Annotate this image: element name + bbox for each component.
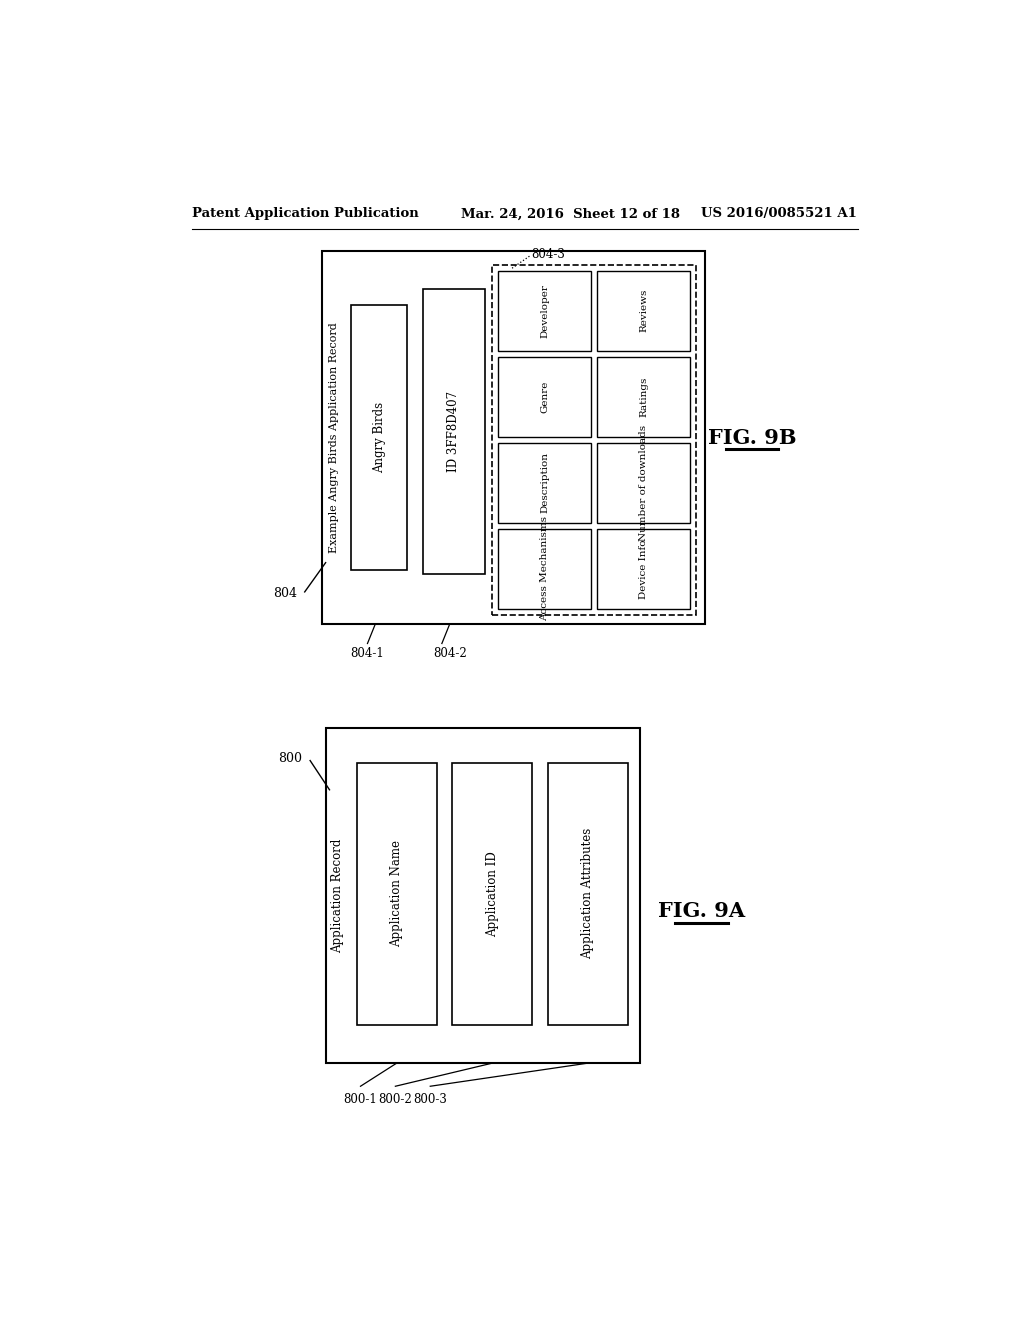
- Bar: [499, 444, 591, 523]
- Bar: [493, 264, 696, 615]
- Text: 804-3: 804-3: [531, 248, 565, 261]
- Text: Mar. 24, 2016  Sheet 12 of 18: Mar. 24, 2016 Sheet 12 of 18: [461, 207, 680, 220]
- Bar: [597, 271, 690, 351]
- Text: ID 3FF8D407: ID 3FF8D407: [447, 391, 460, 473]
- Text: Application ID: Application ID: [485, 851, 499, 937]
- Text: Angry Birds: Angry Birds: [373, 403, 386, 473]
- Bar: [326, 729, 640, 1063]
- Text: FIG. 9B: FIG. 9B: [708, 428, 796, 447]
- Text: Application Record: Application Record: [332, 838, 344, 953]
- Text: Access Mechanisms: Access Mechanisms: [541, 516, 549, 622]
- Bar: [322, 251, 706, 624]
- Text: Patent Application Publication: Patent Application Publication: [191, 207, 418, 220]
- Bar: [351, 305, 407, 570]
- Bar: [597, 356, 690, 437]
- Bar: [499, 356, 591, 437]
- Text: 800-3: 800-3: [414, 1093, 447, 1106]
- Text: 804-2: 804-2: [433, 647, 467, 660]
- Bar: [499, 529, 591, 609]
- Bar: [597, 529, 690, 609]
- Text: 804-1: 804-1: [350, 647, 384, 660]
- Text: Ratings: Ratings: [639, 376, 648, 417]
- Text: Genre: Genre: [541, 380, 549, 413]
- Text: Application Name: Application Name: [390, 841, 403, 948]
- Text: 800-2: 800-2: [379, 1093, 413, 1106]
- Text: Developer: Developer: [541, 284, 549, 338]
- Text: US 2016/0085521 A1: US 2016/0085521 A1: [700, 207, 856, 220]
- Bar: [548, 763, 628, 1024]
- Bar: [597, 444, 690, 523]
- Text: Application Attributes: Application Attributes: [582, 828, 594, 960]
- Bar: [356, 763, 436, 1024]
- Text: Device Info: Device Info: [639, 539, 648, 599]
- Text: FIG. 9A: FIG. 9A: [658, 902, 745, 921]
- Text: 804: 804: [273, 587, 297, 601]
- Text: Example Angry Birds Application Record: Example Angry Birds Application Record: [329, 322, 339, 553]
- Text: 800: 800: [279, 752, 302, 766]
- Bar: [499, 271, 591, 351]
- Text: Description: Description: [541, 453, 549, 513]
- Text: Reviews: Reviews: [639, 289, 648, 333]
- Bar: [423, 289, 484, 574]
- Bar: [453, 763, 532, 1024]
- Text: 800-1: 800-1: [344, 1093, 378, 1106]
- Text: Number of downloads: Number of downloads: [639, 425, 648, 541]
